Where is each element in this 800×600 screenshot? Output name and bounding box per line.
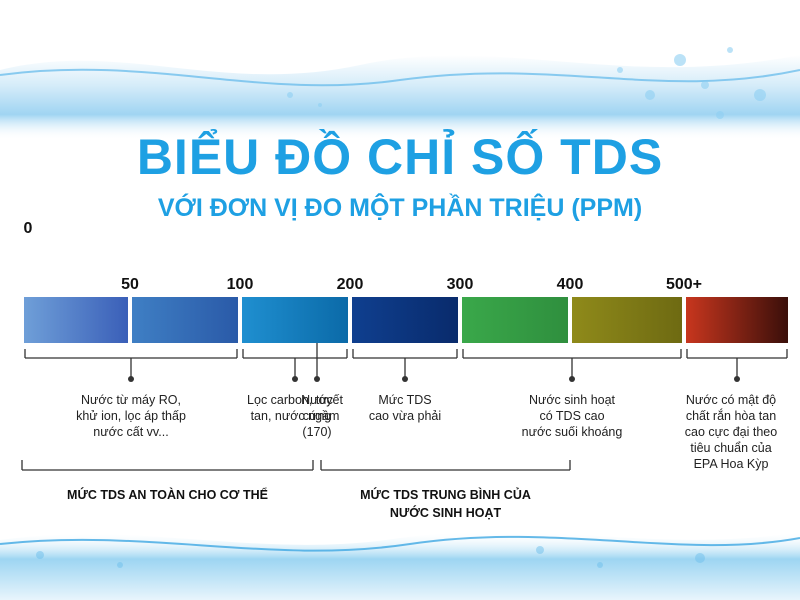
tds-segment — [352, 297, 458, 343]
tds-segment — [24, 297, 128, 343]
scale-label: 500+ — [665, 276, 703, 293]
scale-label: 400 — [556, 276, 584, 293]
annotation-text: Nước cứng (170) — [301, 393, 333, 439]
chart-subtitle: VỚI ĐƠN VỊ ĐO MỘT PHẦN TRIỆU (PPM) — [157, 194, 643, 222]
water-wave-bottom — [0, 531, 800, 600]
group-label: MỨC TDS TRUNG BÌNH CỦA NƯỚC SINH HOẠT — [360, 488, 531, 520]
bracket-dot — [734, 376, 740, 382]
tds-segment — [132, 297, 238, 343]
bracket-dot — [292, 376, 298, 382]
water-wave-top — [0, 47, 800, 140]
bracket-dot — [314, 376, 320, 382]
tds-segment — [686, 297, 788, 343]
bracket-dot — [402, 376, 408, 382]
annotation-text: Lọc carbon, tuyết tan, nước ngầm — [247, 393, 343, 423]
tds-segment — [572, 297, 682, 343]
scale-label: 0 — [23, 220, 33, 237]
group-label: MỨC TDS AN TOÀN CHO CƠ THỂ — [67, 488, 268, 502]
bracket-dot — [569, 376, 575, 382]
annotation-text: Mức TDS cao vừa phải — [368, 393, 442, 423]
tds-segment — [242, 297, 348, 343]
annotation-text: Nước từ máy RO, khử ion, lọc áp thấp nướ… — [76, 393, 186, 439]
scale-label: 200 — [336, 276, 364, 293]
scale-label: 100 — [226, 276, 254, 293]
bracket-dot — [128, 376, 134, 382]
scale-label: 300 — [446, 276, 474, 293]
scale-label: 50 — [121, 276, 139, 293]
annotation-text: Nước sinh hoạt có TDS cao nước suối khoá… — [521, 393, 623, 439]
chart-title: BIỂU ĐỒ CHỈ SỐ TDS — [136, 129, 664, 185]
tds-segment — [462, 297, 568, 343]
annotation-text: Nước có mật độ chất rắn hòa tan cao cực … — [684, 393, 778, 471]
